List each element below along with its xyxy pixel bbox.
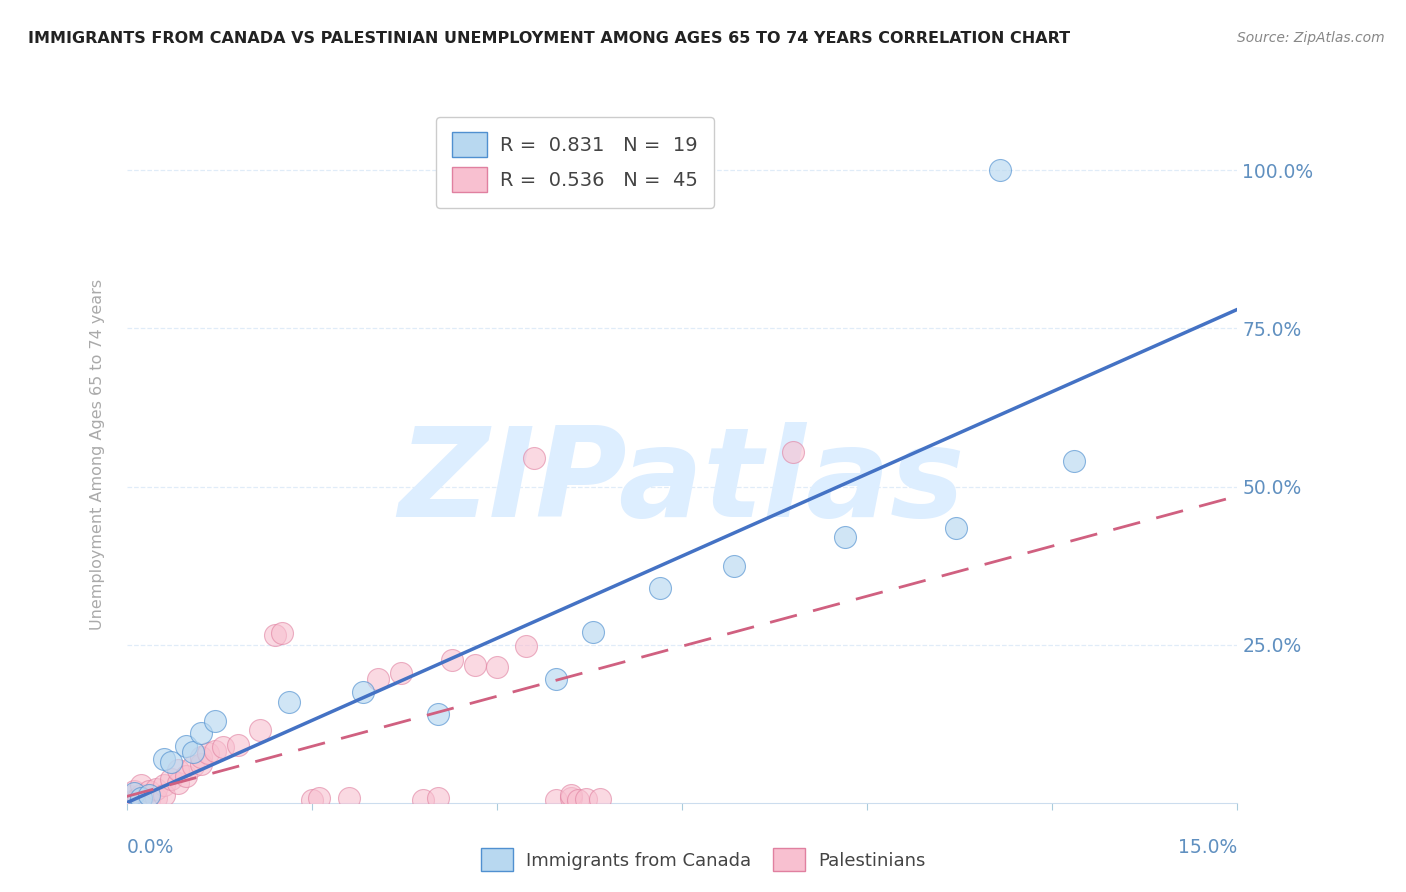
Point [389, 666, 412, 681]
Point [131, 788, 153, 802]
Text: Source: ZipAtlas.com: Source: ZipAtlas.com [1237, 31, 1385, 45]
Point [190, 756, 212, 771]
Point [544, 793, 567, 807]
Point [190, 750, 212, 764]
Point [723, 558, 745, 573]
Text: 0.0%: 0.0% [127, 838, 174, 857]
Point [523, 451, 546, 466]
Point [197, 747, 219, 761]
Point [988, 163, 1011, 178]
Point [544, 673, 567, 687]
Text: 15.0%: 15.0% [1178, 838, 1237, 857]
Point [160, 755, 183, 769]
Point [127, 790, 149, 805]
Point [589, 792, 612, 806]
Point [131, 778, 153, 792]
Point [190, 726, 212, 740]
Point [782, 444, 804, 458]
Point [515, 639, 537, 653]
Point [278, 695, 301, 709]
Point [145, 781, 167, 796]
Point [353, 685, 375, 699]
Point [122, 784, 145, 798]
Point [464, 657, 486, 672]
Point [174, 739, 197, 753]
Point [834, 530, 856, 544]
Point [1063, 454, 1085, 468]
Point [122, 786, 145, 800]
Point [308, 790, 330, 805]
Y-axis label: Unemployment Among Ages 65 to 74 years: Unemployment Among Ages 65 to 74 years [90, 279, 105, 631]
Point [560, 788, 582, 802]
Point [945, 521, 967, 535]
Point [131, 790, 153, 805]
Point [174, 769, 197, 783]
Point [122, 792, 145, 806]
Point [412, 793, 434, 807]
Point [138, 788, 160, 802]
Point [271, 626, 294, 640]
Point [145, 790, 167, 805]
Point [426, 790, 449, 805]
Text: IMMIGRANTS FROM CANADA VS PALESTINIAN UNEMPLOYMENT AMONG AGES 65 TO 74 YEARS COR: IMMIGRANTS FROM CANADA VS PALESTINIAN UN… [28, 31, 1070, 46]
Point [152, 778, 174, 792]
Point [226, 738, 249, 752]
Point [582, 625, 605, 640]
Point [367, 673, 389, 687]
Point [138, 784, 160, 798]
Point [426, 707, 449, 722]
Point [567, 793, 589, 807]
Point [249, 723, 271, 737]
Text: ZIPatlas: ZIPatlas [399, 422, 965, 543]
Point [152, 788, 174, 802]
Point [120, 789, 142, 804]
Point [648, 581, 671, 595]
Legend: R =  0.831   N =  19, R =  0.536   N =  45: R = 0.831 N = 19, R = 0.536 N = 45 [436, 117, 714, 208]
Point [263, 628, 285, 642]
Point [181, 759, 204, 773]
Point [204, 714, 226, 728]
Point [337, 790, 360, 805]
Point [167, 763, 190, 777]
Point [211, 740, 233, 755]
Legend: Immigrants from Canada, Palestinians: Immigrants from Canada, Palestinians [474, 841, 932, 879]
Point [160, 772, 183, 786]
Point [575, 792, 598, 806]
Point [152, 751, 174, 765]
Point [441, 653, 464, 667]
Point [138, 793, 160, 807]
Point [181, 745, 204, 759]
Point [167, 775, 190, 789]
Point [485, 660, 508, 674]
Point [301, 793, 323, 807]
Point [204, 744, 226, 758]
Point [560, 790, 582, 805]
